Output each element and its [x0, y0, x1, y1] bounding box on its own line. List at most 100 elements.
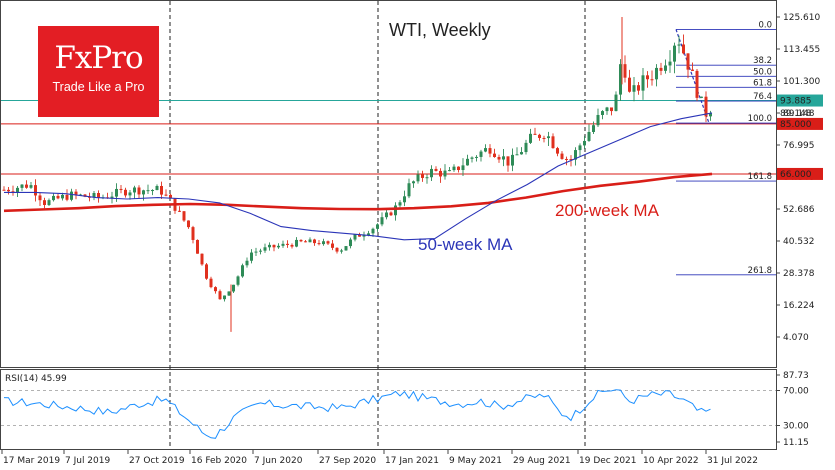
- fib-label: 76.4: [753, 92, 772, 102]
- rsi-label: RSI(14) 45.99: [5, 374, 67, 384]
- candle-body-down: [542, 137, 546, 139]
- candle-body-up: [281, 243, 285, 246]
- candle-body-up: [155, 185, 159, 191]
- candle-body-down: [2, 189, 6, 191]
- current-price-tag: 93.885: [780, 97, 812, 107]
- candle-body-up: [376, 224, 379, 229]
- candle-body-up: [322, 241, 325, 245]
- candle-body-up: [367, 233, 370, 235]
- y-tick-label: 52.686: [783, 205, 815, 215]
- fib-100-price-tag: 89.148: [780, 109, 812, 119]
- candle-body-down: [686, 53, 690, 70]
- candle-body-up: [430, 168, 433, 178]
- candle-body-down: [610, 107, 613, 112]
- candle-body-down: [290, 244, 294, 247]
- candle-body-down: [65, 194, 69, 200]
- candle-body-down: [704, 96, 708, 117]
- x-tick-label: 27 Sep 2020: [319, 456, 376, 466]
- y-tick-label: 4.070: [783, 333, 809, 343]
- candle-body-down: [119, 188, 123, 190]
- candle-body-up: [110, 196, 114, 199]
- candle-body-up: [295, 239, 298, 247]
- y-tick-label: 101.300: [783, 77, 820, 87]
- candle-body-down: [124, 189, 127, 196]
- candle-body-down: [286, 243, 289, 245]
- candle-body-up: [349, 239, 352, 247]
- x-tick-label: 17 Mar 2019: [3, 456, 60, 466]
- fib-label: 100.0: [748, 114, 772, 124]
- y-tick-label: 89.148: [783, 109, 815, 119]
- candle-body-up: [29, 185, 33, 188]
- candle-body-up: [245, 260, 249, 266]
- candle-body-up: [142, 190, 145, 195]
- candle-body-up: [277, 245, 280, 248]
- candle-body-up: [452, 166, 456, 171]
- y-tick-label: 16.224: [783, 301, 815, 311]
- rsi-line: [3, 389, 711, 439]
- candle-body-down: [182, 211, 186, 221]
- x-tick-label: 17 Jan 2021: [385, 456, 439, 466]
- candle-body-down: [695, 70, 699, 98]
- candle-body-down: [313, 239, 316, 244]
- candle-body-down: [457, 166, 460, 171]
- rsi-tick-label: 70.00: [783, 387, 809, 397]
- candle-body-up: [596, 114, 600, 126]
- candle-body-down: [488, 148, 492, 154]
- candle-body-down: [569, 159, 573, 161]
- candle-body-down: [209, 278, 213, 288]
- candle-body-down: [299, 239, 303, 242]
- candle-body-down: [389, 212, 393, 216]
- candle-body-down: [691, 69, 694, 71]
- candle-body-up: [601, 111, 604, 115]
- candle-body-up: [20, 184, 24, 188]
- candle-body-up: [223, 295, 226, 300]
- candle-body-up: [592, 125, 595, 132]
- candle-body-up: [61, 194, 64, 199]
- candle-body-down: [358, 234, 361, 237]
- candle-body-up: [668, 61, 672, 66]
- candle-body-up: [70, 191, 73, 200]
- candle-body-up: [115, 188, 118, 197]
- candle-body-up: [371, 228, 375, 234]
- candle-body-down: [335, 247, 339, 252]
- level-66-tag-bg: [777, 167, 823, 180]
- candle-body-up: [520, 152, 523, 155]
- x-tick-label: 27 Oct 2019: [129, 456, 185, 466]
- candle-body-up: [416, 174, 420, 182]
- y-tick-label: 76.995: [783, 141, 815, 151]
- candle-body-up: [16, 187, 19, 192]
- candle-body-down: [56, 195, 60, 199]
- candle-body-up: [709, 113, 712, 117]
- candle-body-down: [169, 194, 172, 199]
- candle-body-down: [97, 193, 100, 198]
- candle-body-up: [146, 190, 150, 192]
- candle-body-down: [560, 153, 564, 159]
- y-tick-label: 113.455: [783, 45, 820, 55]
- rsi-tick-label: 30.00: [783, 422, 809, 432]
- ma200-line: [3, 172, 713, 213]
- candle-body-down: [317, 243, 321, 245]
- candle-body-up: [677, 44, 681, 46]
- candle-body-up: [398, 202, 402, 206]
- fib-trendline: [675, 29, 710, 124]
- candle-body-up: [151, 190, 154, 192]
- candle-body-up: [502, 156, 505, 160]
- logo-tagline: Trade Like a Pro: [52, 80, 145, 94]
- candle-body-down: [538, 134, 541, 138]
- candle-body-down: [565, 158, 568, 160]
- fib-label: 38.2: [753, 56, 772, 66]
- fib-label: 0.0: [758, 20, 772, 30]
- candle-body-down: [200, 253, 204, 265]
- candle-body-up: [443, 170, 447, 177]
- candle-body-up: [250, 252, 253, 261]
- candle-body-down: [74, 191, 78, 195]
- candle-body-up: [47, 200, 51, 206]
- candle-body-down: [659, 67, 663, 71]
- fxpro-logo: FxPro Trade Like a Pro: [38, 26, 159, 117]
- candle-body-up: [470, 157, 474, 159]
- candle-body-down: [506, 156, 510, 166]
- candle-body-up: [259, 250, 262, 252]
- candle-body-up: [583, 140, 586, 146]
- candle-body-down: [533, 133, 537, 135]
- candle-body-down: [34, 185, 37, 196]
